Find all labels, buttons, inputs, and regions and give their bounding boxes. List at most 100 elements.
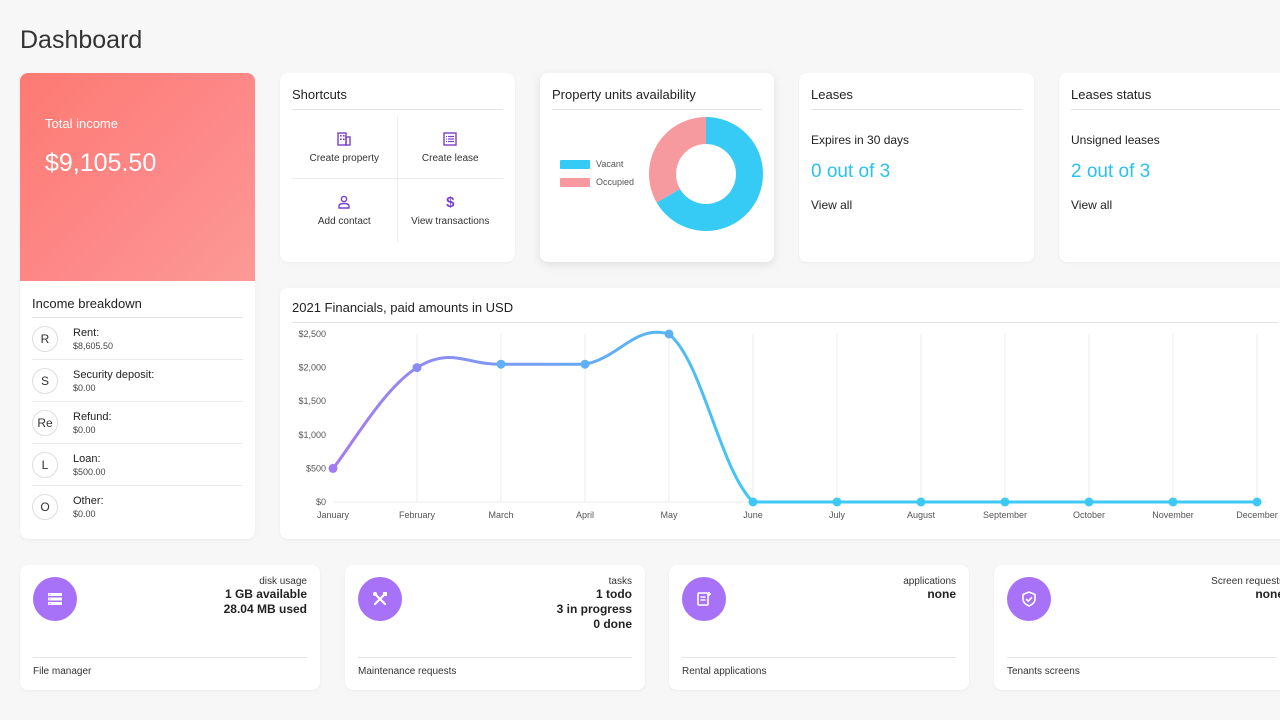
x-tick-label: October [1073,510,1105,520]
tools-icon [358,577,402,621]
x-tick-label: January [317,510,350,520]
shortcuts-title: Shortcuts [292,87,503,110]
y-tick-label: $1,500 [298,396,326,406]
leases-subtitle: Expires in 30 days [811,133,910,147]
income-item-name: Refund: [73,410,112,423]
data-point[interactable] [1000,497,1010,507]
create-lease-label: Create lease [421,152,479,164]
y-tick-label: $2,500 [298,329,326,339]
availability-legend: Vacant Occupied [560,159,634,187]
x-tick-label: August [907,510,936,520]
data-point[interactable] [1084,497,1094,507]
x-tick-label: September [983,510,1027,520]
donut-slice-occupied[interactable] [649,117,706,203]
view-transactions-label: View transactions [411,216,490,227]
stat-value: 1 todo [596,587,632,601]
income-item-name: Rent: [73,326,100,339]
income-breakdown: Income breakdown R Rent: $8,605.50 S Secu… [20,281,255,528]
stat-label: Screen requests [1211,576,1280,587]
income-item-name: Loan: [73,452,101,465]
income-item-amount: $8,605.50 [73,340,114,351]
page-title: Dashboard [20,26,143,54]
x-tick-label: June [743,510,763,520]
rental-applications-card[interactable]: applications none Rental applications [669,565,969,690]
income-item-amount: $0.00 [73,382,96,393]
list-item: R Rent: $8,605.50 [32,318,243,360]
create-lease-button[interactable]: Create lease [397,116,503,179]
availability-card: Property units availability Vacant Occup… [540,73,774,262]
leases-count: 0 out of 3 [811,161,891,182]
x-tick-label: December [1236,510,1278,520]
stat-footer: File manager [33,657,307,677]
dollar-icon: $ [446,193,455,211]
storage-list-icon [33,577,77,621]
stat-value: 3 in progress [556,602,632,616]
data-point[interactable] [664,329,674,339]
data-point[interactable] [412,363,422,373]
leases-card: Leases Expires in 30 days 0 out of 3 Vie… [799,73,1034,262]
legend-swatch-vacant [560,159,590,169]
legend-label: Vacant [596,159,624,169]
financials-title: 2021 Financials, paid amounts in USD [292,300,1278,323]
data-point[interactable] [580,359,590,369]
availability-title: Property units availability [552,87,762,110]
data-point[interactable] [748,497,758,507]
avatar: O [32,494,58,520]
series-line [331,330,1257,504]
y-tick-label: $500 [306,463,326,473]
income-item-name: Other: [73,495,104,507]
leases-view-all-link[interactable]: View all [811,198,853,212]
data-point[interactable] [832,497,842,507]
list-item: S Security deposit: $0.00 [32,360,243,402]
data-point[interactable] [496,359,506,369]
avatar: S [32,367,58,394]
stat-value: none [927,587,956,601]
stat-label: tasks [608,576,632,587]
total-income-label: Total income [45,116,118,131]
x-tick-label: February [399,510,436,520]
application-form-icon [682,577,726,621]
maintenance-requests-card[interactable]: tasks 1 todo 3 in progress 0 done Mainte… [345,565,645,690]
avatar: Re [32,409,58,436]
stat-value: none [1255,587,1280,601]
leases-status-card: Leases status Unsigned leases 2 out of 3… [1059,73,1280,262]
stat-value: 1 GB available [224,587,307,601]
x-tick-label: July [829,510,846,520]
add-contact-label: Add contact [317,216,371,227]
avatar: L [32,451,58,478]
income-item-amount: $500.00 [73,466,106,477]
shortcuts-card: Shortcuts Create property Create lease A… [280,73,515,262]
leases-status-view-all-link[interactable]: View all [1071,198,1113,212]
leases-title: Leases [811,87,1022,110]
list-item: Re Refund: $0.00 [32,402,243,444]
x-tick-label: November [1152,510,1194,520]
create-property-button[interactable]: Create property [292,116,398,179]
data-point[interactable] [1252,497,1262,507]
tenants-screens-card[interactable]: Screen requests none Tenants screens [994,565,1280,690]
view-transactions-button[interactable]: $ View transactions [398,179,504,242]
legend-item-occupied[interactable]: Occupied [560,177,634,187]
donut-slice-vacant[interactable] [656,117,763,231]
income-item-amount: $0.00 [73,509,96,519]
leases-status-subtitle: Unsigned leases [1071,133,1160,147]
income-item-amount: $0.00 [73,424,96,435]
stat-value: 28.04 MB used [223,602,307,616]
person-icon [336,194,352,210]
file-manager-card[interactable]: disk usage 1 GB available 28.04 MB used … [20,565,320,690]
data-point[interactable] [1168,497,1178,507]
add-contact-button[interactable]: Add contact [292,179,398,242]
financials-card: 2021 Financials, paid amounts in USD $0 $… [280,288,1280,539]
leases-status-count: 2 out of 3 [1071,161,1151,182]
legend-swatch-occupied [560,177,590,187]
y-tick-label: $2,000 [298,363,326,373]
data-point[interactable] [916,497,926,507]
list-item: L Loan: $500.00 [32,444,243,486]
data-point[interactable] [328,463,338,473]
x-tick-label: March [488,510,513,520]
list-item: O Other: $0.00 [32,486,243,528]
legend-label: Occupied [596,177,635,187]
x-tick-label: May [660,510,678,520]
x-tick-label: April [576,510,594,520]
y-tick-label: $1,000 [298,430,326,440]
legend-item-vacant[interactable]: Vacant [560,159,634,169]
